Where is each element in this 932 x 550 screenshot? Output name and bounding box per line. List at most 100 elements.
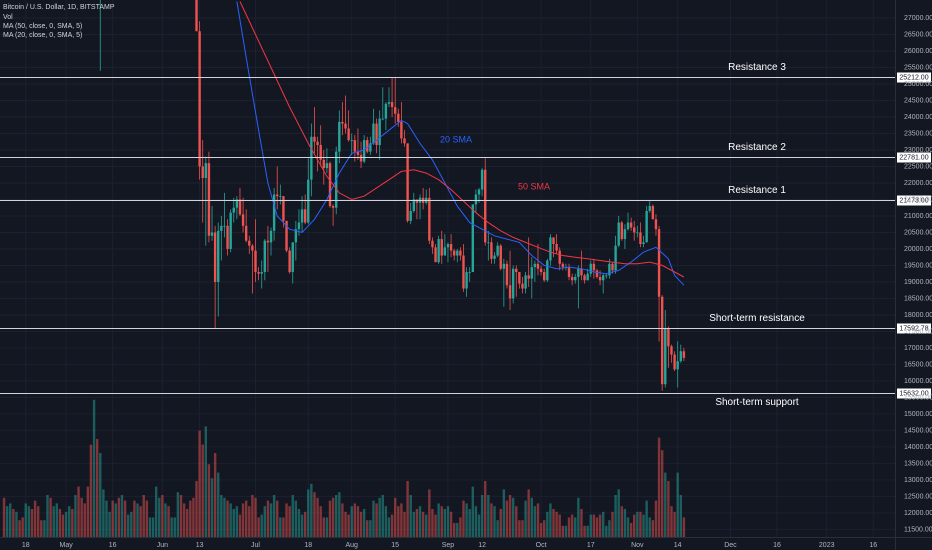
candle-body	[499, 245, 502, 269]
candle-body	[477, 189, 481, 195]
volume-bar	[437, 503, 440, 537]
candle-body	[648, 206, 651, 212]
volume-bar	[127, 514, 130, 537]
volume-bar	[170, 517, 173, 537]
candle-body	[369, 143, 372, 152]
volume-bar	[241, 503, 245, 537]
x-tick-label: 16	[109, 542, 117, 549]
volume-bar	[49, 497, 52, 537]
volume-bar	[629, 523, 633, 537]
candle-body	[626, 222, 630, 230]
candle-body	[409, 211, 412, 221]
volume-bar	[403, 511, 406, 537]
candle-body	[359, 154, 363, 162]
candle-body	[269, 230, 273, 243]
volume-bar	[285, 503, 288, 537]
legend-item: MA (20, close, 0, SMA, 5)	[3, 32, 82, 39]
volume-bar	[282, 517, 285, 537]
volume-bar	[462, 500, 465, 537]
volume-bar	[595, 517, 599, 537]
chart-title: Bitcoin / U.S. Dollar, 1D, BITSTAMP	[3, 4, 115, 11]
volume-bar	[220, 495, 223, 537]
candle-body	[294, 229, 298, 243]
volume-bar	[626, 517, 630, 537]
volume-bar	[269, 503, 273, 537]
volume-bar	[148, 517, 152, 537]
x-tick-label: Oct	[536, 542, 547, 549]
volume-bar	[664, 472, 667, 537]
candle-body	[297, 222, 301, 230]
level-price-box	[897, 195, 931, 206]
volume-bar	[139, 506, 142, 537]
volume-bar	[77, 486, 80, 537]
volume-bar	[508, 495, 512, 537]
y-tick-label: 25000.00	[904, 81, 932, 88]
candle-body	[449, 244, 453, 251]
volume-bar	[366, 520, 369, 537]
volume-bar	[111, 500, 114, 537]
level-price-box	[897, 72, 931, 83]
volume-bar	[27, 506, 31, 537]
x-tick-label: Jun	[157, 542, 168, 549]
candle-body	[657, 229, 661, 297]
volume-bar	[425, 514, 428, 537]
volume-bar	[325, 517, 329, 537]
x-tick-label: 16	[869, 542, 877, 549]
candle-body	[620, 222, 624, 240]
candle-body	[583, 275, 586, 281]
level-price-label: 22781.00	[899, 154, 928, 161]
volume-bar	[586, 525, 589, 537]
volume-bar	[223, 497, 226, 537]
candle-body	[518, 272, 521, 284]
volume-bar	[369, 520, 372, 537]
y-tick-label: 12500.00	[904, 493, 932, 500]
y-tick-label: 12000.00	[904, 510, 932, 517]
y-tick-label: 14500.00	[904, 427, 932, 434]
candle-body	[664, 328, 667, 385]
candle-body	[341, 121, 344, 124]
volume-bar	[257, 517, 260, 537]
volume-bar	[549, 503, 552, 537]
grid	[0, 0, 895, 537]
x-tick-label: Dec	[724, 542, 737, 549]
volume-bar	[319, 506, 322, 537]
volume-bar	[434, 514, 437, 537]
candle-body	[279, 196, 282, 197]
volume-bar	[185, 509, 189, 537]
volume-bar	[567, 517, 571, 537]
candle-body	[490, 242, 493, 259]
legend-item: MA (50, close, 0, SMA, 5)	[3, 23, 82, 30]
y-tick-label: 24500.00	[904, 97, 932, 104]
volume-bar	[40, 520, 43, 537]
y-tick-label: 26500.00	[904, 31, 932, 38]
candle-body	[452, 250, 456, 256]
volume-bar	[33, 500, 37, 537]
candle-body	[381, 118, 384, 120]
candle-body	[195, 0, 198, 32]
volume-bar	[86, 486, 90, 537]
candle-body	[682, 351, 686, 358]
y-tick-label: 17000.00	[904, 345, 932, 352]
x-tick-label: 17	[587, 542, 595, 549]
candle-body	[577, 268, 580, 277]
x-tick-label: 12	[478, 542, 486, 549]
volume-bar	[36, 506, 40, 537]
candle-body	[241, 214, 245, 226]
volume-bar	[350, 506, 353, 537]
candle-body	[375, 123, 378, 146]
x-tick-label: 16	[773, 542, 781, 549]
volume-bar	[164, 503, 167, 537]
volume-bar	[30, 509, 34, 537]
y-tick-label: 15500.00	[904, 394, 932, 401]
candle-body	[608, 263, 611, 276]
volume-bar	[536, 503, 540, 537]
volume-bar	[608, 520, 611, 537]
volume-bar	[443, 509, 447, 537]
candle-body	[539, 268, 543, 273]
candle-body	[254, 250, 257, 273]
volume-bar	[381, 495, 384, 537]
legend-item: Vol	[3, 14, 13, 21]
candle-body	[400, 121, 403, 139]
level-price-box	[897, 152, 931, 163]
y-tick-label: 17500.00	[904, 328, 932, 335]
